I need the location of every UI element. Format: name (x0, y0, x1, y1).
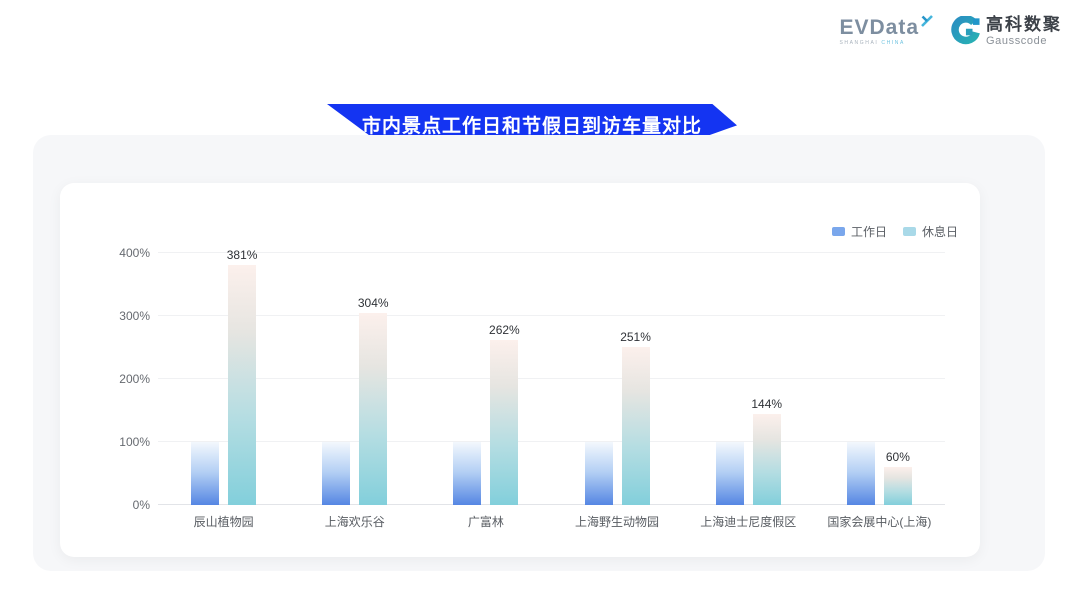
y-axis-label: 0% (132, 498, 150, 512)
gausscode-logo: 高科数聚 Gausscode (950, 15, 1062, 47)
legend-item-restday[interactable]: 休息日 (902, 223, 958, 240)
restday-bar: 381% (227, 248, 257, 505)
y-axis-label: 200% (119, 372, 150, 386)
workday-bar (322, 442, 351, 505)
bar-value-label: 60% (885, 450, 910, 465)
legend-label: 休息日 (921, 225, 958, 239)
evdata-x-icon (920, 14, 934, 28)
bar-value-label: 262% (489, 322, 520, 337)
workday-bar (846, 442, 875, 505)
chart-card: 工作日 休息日 0% 100% 200% 300% 400% 381% 辰山植物园 304% 上海… (60, 183, 980, 557)
bar-group: 144% 上海迪士尼度假区 (700, 253, 796, 529)
bar-group: 251% 上海野生动物园 (575, 253, 659, 529)
legend-swatch (902, 227, 916, 236)
legend-swatch (831, 227, 845, 236)
bar-value-label: 144% (751, 397, 783, 412)
category-label: 上海野生动物园 (575, 515, 660, 529)
evdata-logo-subtext: SHANGHAI CHINA (839, 39, 905, 46)
workday-bar (453, 442, 482, 505)
gridline (158, 252, 945, 253)
legend-label: 工作日 (850, 225, 887, 239)
bar-group: 381% 辰山植物园 (191, 248, 257, 529)
category-label: 国家会展中心(上海) (827, 515, 932, 529)
workday-bar (191, 442, 220, 505)
restday-bar: 304% (358, 296, 389, 505)
y-axis-label: 300% (119, 309, 150, 323)
gridline (158, 441, 945, 442)
evdata-logo-text: EVData (839, 15, 919, 39)
category-label: 上海欢乐谷 (324, 515, 385, 529)
category-label: 上海迪士尼度假区 (700, 515, 797, 529)
bar-value-label: 381% (226, 247, 258, 262)
y-axis-label: 100% (119, 435, 150, 449)
gridline (158, 315, 945, 316)
workday-bar (715, 442, 744, 505)
restday-bar: 262% (489, 323, 520, 505)
restday-bar: 144% (751, 397, 782, 505)
y-axis-label: 400% (119, 246, 150, 260)
bar-group: 304% 上海欢乐谷 (322, 253, 389, 529)
restday-bar: 60% (883, 450, 912, 505)
bar-group: 60% 国家会展中心(上海) (827, 253, 931, 529)
chart-legend: 工作日 休息日 (831, 223, 958, 240)
gausscode-logo-cn: 高科数聚 (986, 15, 1062, 34)
category-label: 辰山植物园 (193, 515, 254, 529)
gridline (158, 378, 945, 379)
bar-group: 262% 广富林 (453, 253, 520, 529)
restday-bar: 251% (620, 330, 651, 505)
bar-chart: 0% 100% 200% 300% 400% 381% 辰山植物园 304% 上海欢乐谷 262%… (119, 246, 945, 529)
bar-groups: 381% 辰山植物园 304% 上海欢乐谷 262% 广富林 251% 上海野生动物园 144%… (158, 248, 945, 529)
category-label: 广富林 (467, 515, 504, 529)
workday-bar (584, 442, 613, 505)
legend-item-workday[interactable]: 工作日 (831, 223, 887, 240)
chart-panel: 工作日 休息日 0% 100% 200% 300% 400% 381% 辰山植物园 304% 上海… (33, 135, 1045, 571)
x-axis-line (158, 504, 945, 505)
evdata-logo: EVData SHANGHAI CHINA (839, 14, 934, 46)
header-logos: EVData SHANGHAI CHINA (839, 14, 1062, 47)
gausscode-g-icon (950, 15, 980, 46)
bar-value-label: 304% (357, 296, 389, 311)
gausscode-logo-en: Gausscode (986, 34, 1048, 47)
bar-value-label: 251% (620, 329, 651, 344)
page-title: 市内景点工作日和节假日到访车量对比 (361, 116, 702, 137)
